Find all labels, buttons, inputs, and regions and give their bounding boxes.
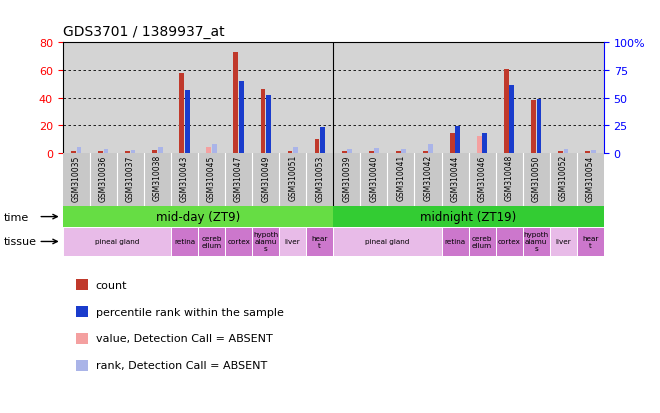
Text: count: count (96, 280, 127, 290)
Bar (504, 69, 509, 153)
Text: pineal gland: pineal gland (94, 239, 139, 245)
Bar (77, 148, 81, 153)
Text: GSM310051: GSM310051 (288, 155, 297, 201)
Text: GSM310036: GSM310036 (99, 155, 108, 201)
Bar (225, 228, 252, 256)
Text: retina: retina (174, 239, 195, 245)
Bar (333, 228, 442, 256)
Bar (342, 152, 346, 153)
Text: hear
t: hear t (582, 235, 599, 248)
Bar (63, 206, 333, 228)
Bar (198, 228, 225, 256)
Bar (63, 228, 171, 256)
Text: GSM310054: GSM310054 (586, 155, 595, 201)
Text: cortex: cortex (227, 239, 250, 245)
Bar (261, 90, 265, 153)
Bar (455, 127, 460, 153)
Text: GSM310048: GSM310048 (505, 155, 513, 201)
Bar (482, 133, 487, 153)
Bar (104, 150, 108, 153)
Bar (131, 151, 135, 153)
Text: percentile rank within the sample: percentile rank within the sample (96, 307, 284, 317)
Bar (158, 148, 162, 153)
Bar (423, 152, 428, 153)
Bar (279, 228, 306, 256)
Bar (537, 100, 541, 153)
Bar (152, 150, 157, 153)
Text: hear
t: hear t (312, 235, 328, 248)
Bar (212, 145, 216, 153)
Bar (585, 152, 590, 153)
Bar (374, 149, 379, 153)
Bar (369, 152, 374, 153)
Bar (333, 206, 604, 228)
Text: hypoth
alamu
s: hypoth alamu s (253, 232, 279, 252)
Bar (510, 86, 514, 153)
Text: GSM310045: GSM310045 (207, 155, 216, 201)
Bar (347, 150, 352, 153)
Text: retina: retina (444, 239, 466, 245)
Bar (288, 152, 292, 153)
Text: mid-day (ZT9): mid-day (ZT9) (156, 211, 240, 223)
Bar (523, 228, 550, 256)
Bar (477, 137, 482, 153)
Text: GSM310042: GSM310042 (424, 155, 432, 201)
Text: GSM310050: GSM310050 (532, 155, 541, 201)
Text: liver: liver (285, 239, 300, 245)
Text: pineal gland: pineal gland (365, 239, 410, 245)
Bar (550, 228, 577, 256)
Bar (469, 228, 496, 256)
Text: GSM310043: GSM310043 (180, 155, 189, 201)
Bar (125, 152, 130, 153)
Bar (401, 150, 406, 153)
Text: GSM310052: GSM310052 (559, 155, 568, 201)
Bar (396, 152, 401, 153)
Bar (428, 145, 433, 153)
Text: cereb
ellum: cereb ellum (472, 235, 492, 248)
Bar (207, 148, 211, 153)
Bar (320, 128, 325, 153)
Text: GSM310038: GSM310038 (153, 155, 162, 201)
Bar (71, 152, 76, 153)
Bar (98, 152, 103, 153)
Bar (185, 90, 189, 153)
Bar (496, 228, 523, 256)
Bar (252, 228, 279, 256)
Text: GSM310046: GSM310046 (478, 155, 486, 201)
Bar (293, 148, 298, 153)
Text: GSM310035: GSM310035 (72, 155, 81, 201)
Text: hypoth
alamu
s: hypoth alamu s (523, 232, 549, 252)
Bar (171, 228, 198, 256)
Bar (315, 140, 319, 153)
Text: GSM310041: GSM310041 (397, 155, 405, 201)
Text: GSM310047: GSM310047 (234, 155, 243, 201)
Text: GSM310053: GSM310053 (315, 155, 324, 201)
Bar (442, 228, 469, 256)
Text: GSM310049: GSM310049 (261, 155, 270, 201)
Text: GSM310037: GSM310037 (126, 155, 135, 201)
Bar (577, 228, 604, 256)
Bar (180, 74, 184, 153)
Text: value, Detection Call = ABSENT: value, Detection Call = ABSENT (96, 334, 273, 344)
Text: midnight (ZT19): midnight (ZT19) (420, 211, 517, 223)
Text: GDS3701 / 1389937_at: GDS3701 / 1389937_at (63, 25, 224, 39)
Text: cereb
ellum: cereb ellum (201, 235, 222, 248)
Text: GSM310039: GSM310039 (343, 155, 351, 201)
Text: GSM310044: GSM310044 (451, 155, 459, 201)
Bar (564, 150, 568, 153)
Text: time: time (3, 212, 28, 222)
Bar (306, 228, 333, 256)
Bar (450, 134, 455, 153)
Text: cortex: cortex (498, 239, 521, 245)
Text: GSM310040: GSM310040 (370, 155, 378, 201)
Text: liver: liver (556, 239, 571, 245)
Bar (239, 82, 244, 153)
Bar (266, 96, 271, 153)
Bar (234, 53, 238, 153)
Bar (558, 152, 563, 153)
Bar (591, 151, 595, 153)
Bar (531, 101, 536, 153)
Text: rank, Detection Call = ABSENT: rank, Detection Call = ABSENT (96, 361, 267, 370)
Text: tissue: tissue (3, 237, 36, 247)
